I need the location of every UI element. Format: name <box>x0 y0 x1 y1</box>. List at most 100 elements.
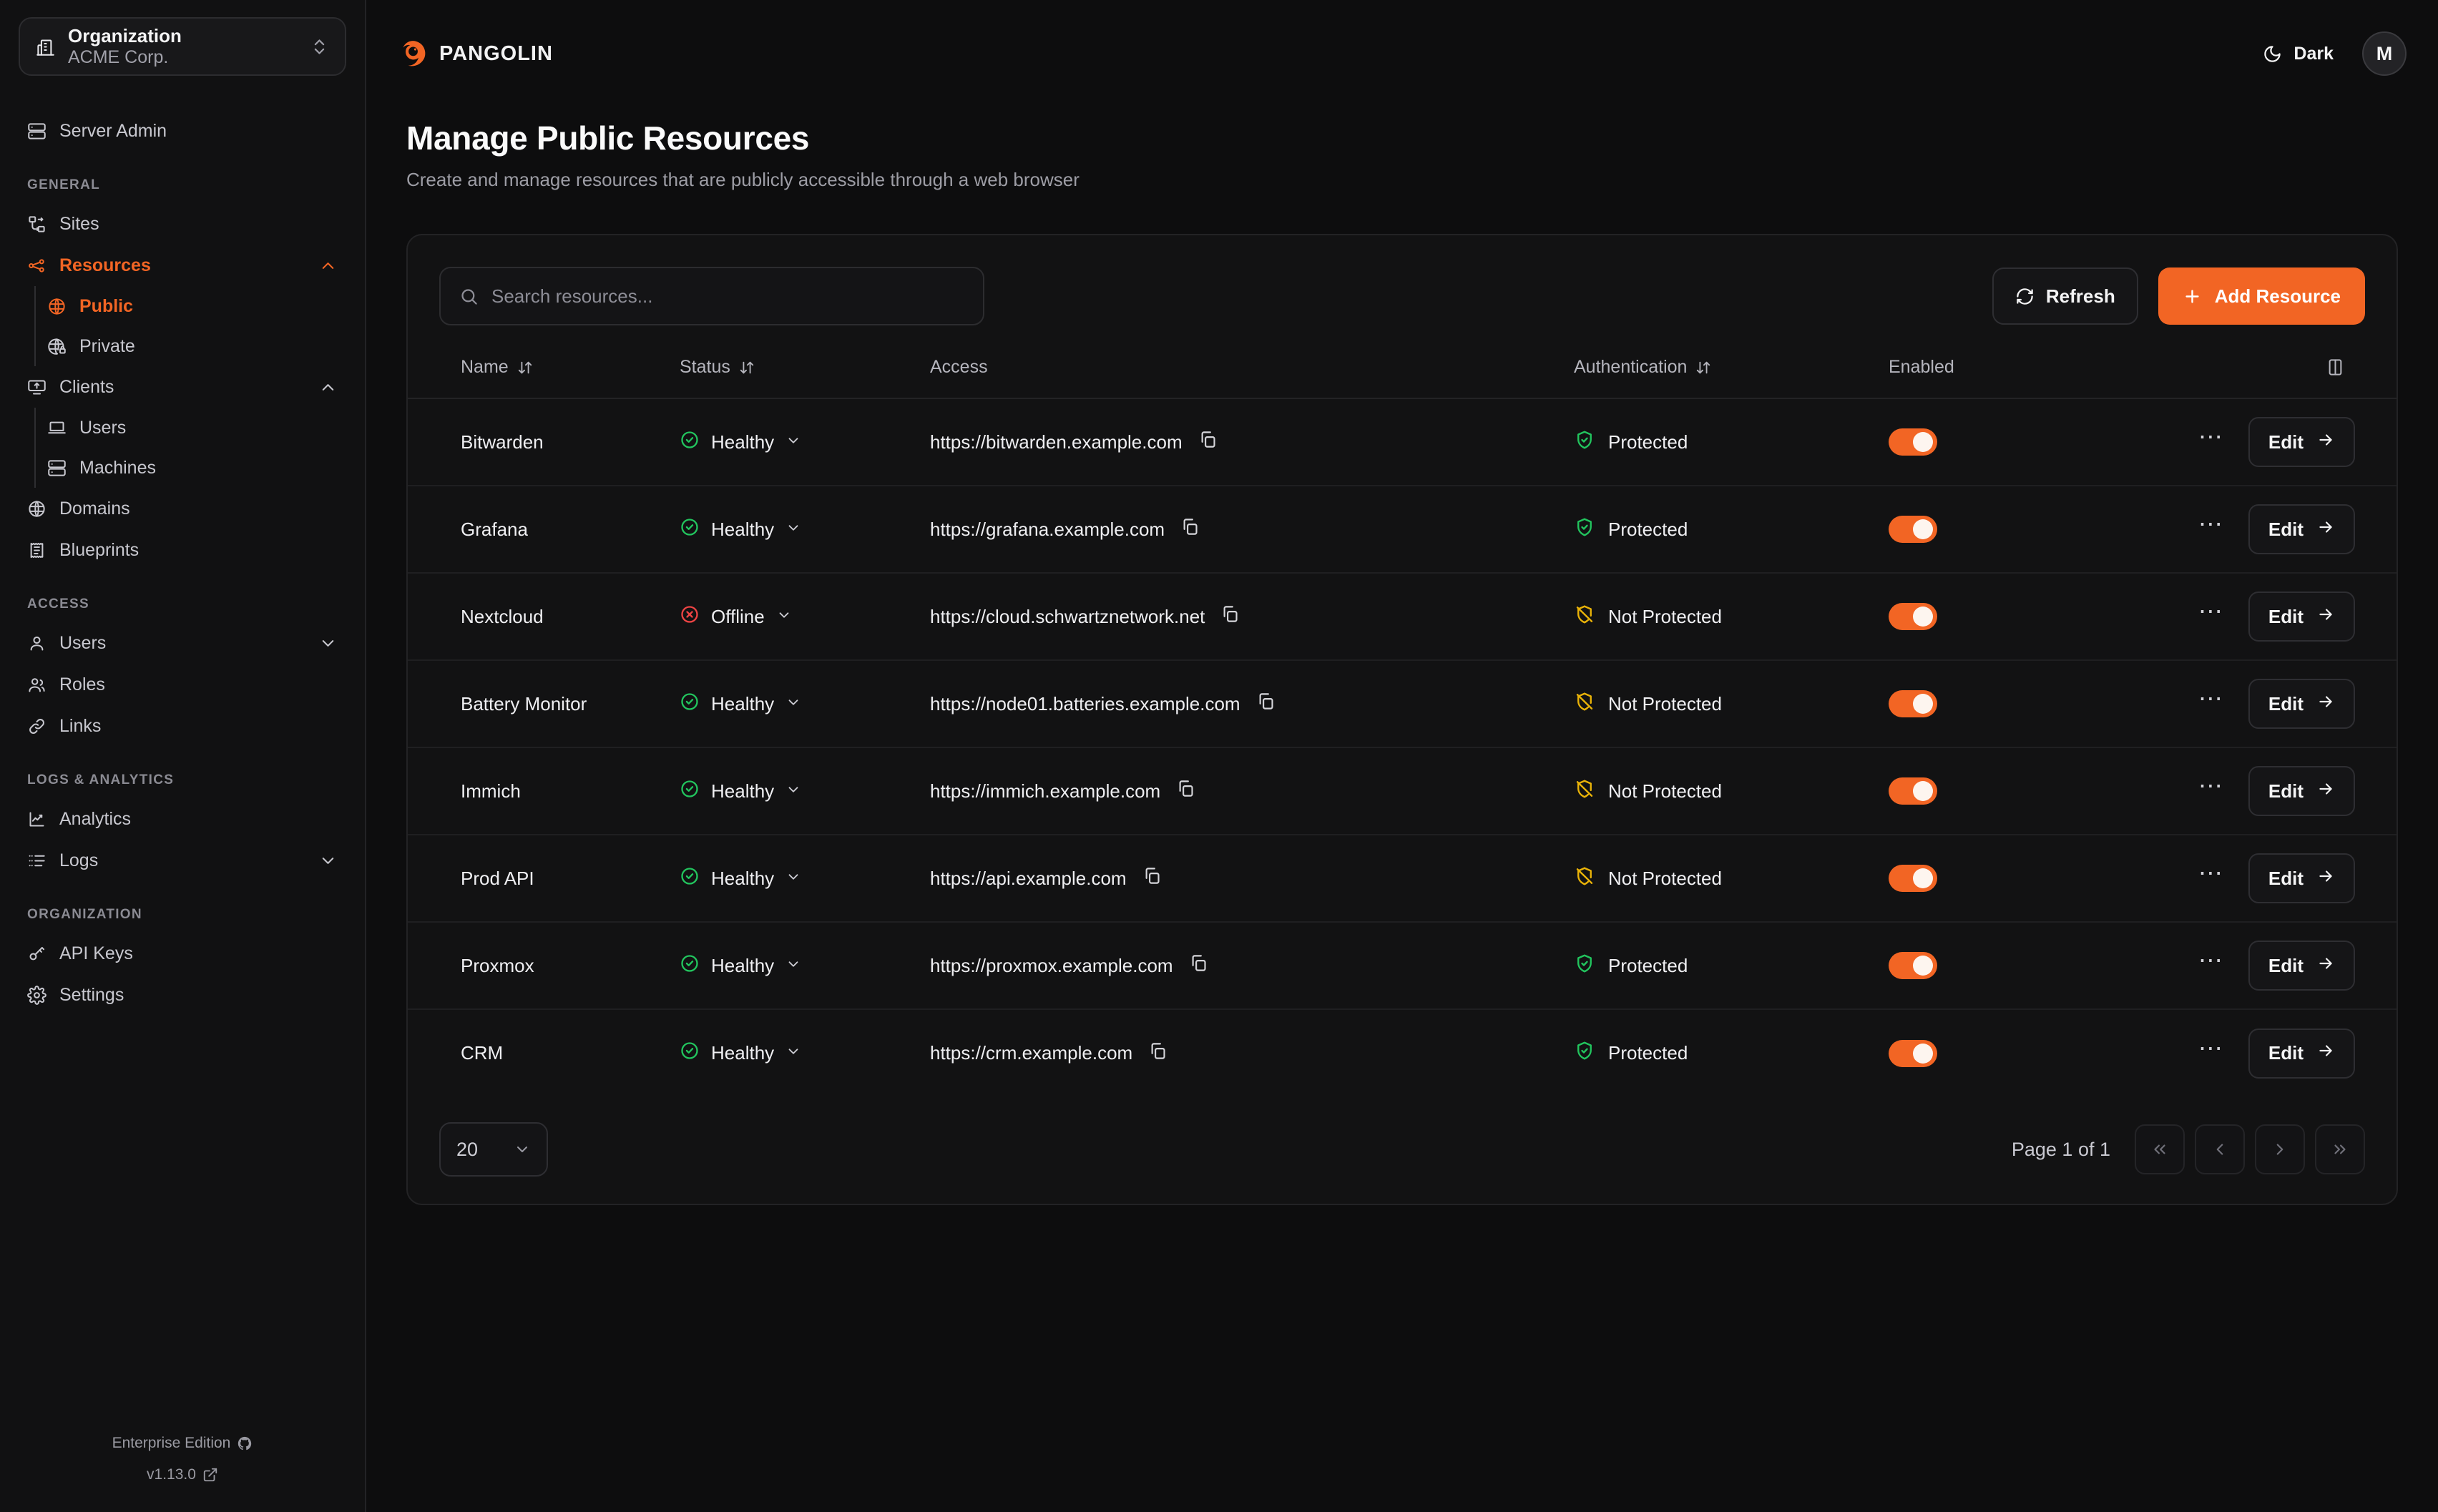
edit-button[interactable]: Edit <box>2248 766 2355 816</box>
page-size-select[interactable]: 20 <box>439 1122 548 1177</box>
chevron-down-icon[interactable] <box>785 519 801 541</box>
sidebar-item-links[interactable]: Links <box>19 705 346 747</box>
copy-icon[interactable] <box>1220 604 1240 629</box>
sidebar-item-api-keys[interactable]: API Keys <box>19 933 346 974</box>
enabled-toggle[interactable] <box>1889 603 1937 630</box>
enabled-toggle[interactable] <box>1889 777 1937 805</box>
chevron-down-icon[interactable] <box>776 606 792 628</box>
chevron-down-icon[interactable] <box>785 1042 801 1064</box>
external-link-icon[interactable] <box>202 1467 218 1483</box>
copy-icon[interactable] <box>1176 779 1195 803</box>
chevron-down-icon[interactable] <box>785 868 801 890</box>
copy-icon[interactable] <box>1189 953 1208 978</box>
edit-button[interactable]: Edit <box>2248 679 2355 729</box>
chevron-up-icon[interactable] <box>318 378 338 396</box>
sidebar-item-logs[interactable]: Logs <box>19 840 346 881</box>
enabled-toggle[interactable] <box>1889 952 1937 979</box>
status-badge[interactable]: Healthy <box>680 692 930 717</box>
access-url[interactable]: https://proxmox.example.com <box>930 954 1173 976</box>
status-badge[interactable]: Healthy <box>680 866 930 891</box>
sidebar-item-server-admin[interactable]: Server Admin <box>19 110 346 152</box>
status-badge[interactable]: Healthy <box>680 430 930 455</box>
chevron-down-icon[interactable] <box>785 693 801 715</box>
first-page-button[interactable] <box>2135 1124 2185 1174</box>
status-badge[interactable]: Healthy <box>680 517 930 542</box>
column-header-name[interactable]: Name <box>408 350 680 399</box>
row-menu-button[interactable]: ⋯ <box>2198 423 2224 451</box>
row-menu-button[interactable]: ⋯ <box>2198 685 2224 712</box>
chevron-down-icon[interactable] <box>785 431 801 453</box>
status-badge[interactable]: Healthy <box>680 779 930 804</box>
table-row[interactable]: Battery Monitor Healthy https://node01.b… <box>408 660 2397 748</box>
access-url[interactable]: https://crm.example.com <box>930 1042 1133 1064</box>
sidebar-item-machines[interactable]: Machines <box>39 448 346 488</box>
access-url[interactable]: https://cloud.schwartznetwork.net <box>930 605 1205 627</box>
theme-toggle[interactable]: Dark <box>2263 44 2334 64</box>
table-row[interactable]: Immich Healthy https://immich.example.co… <box>408 747 2397 835</box>
sidebar-item-clients[interactable]: Clients <box>19 366 346 408</box>
column-header-authentication[interactable]: Authentication <box>1574 350 1889 399</box>
table-row[interactable]: Bitwarden Healthy https://bitwarden.exam… <box>408 398 2397 486</box>
column-header-status[interactable]: Status <box>680 350 930 399</box>
org-switcher[interactable]: Organization ACME Corp. <box>19 17 346 76</box>
brand[interactable]: PANGOLIN <box>398 39 553 69</box>
sidebar-item-users[interactable]: Users <box>39 408 346 448</box>
columns-toggle-icon[interactable] <box>2326 358 2345 377</box>
chevron-up-icon[interactable] <box>318 257 338 274</box>
copy-icon[interactable] <box>1148 1041 1167 1066</box>
access-url[interactable]: https://node01.batteries.example.com <box>930 692 1240 715</box>
table-row[interactable]: Proxmox Healthy https://proxmox.example.… <box>408 922 2397 1010</box>
sidebar-item-roles[interactable]: Roles <box>19 664 346 705</box>
edit-button[interactable]: Edit <box>2248 941 2355 991</box>
copy-icon[interactable] <box>1142 866 1162 890</box>
search-box[interactable] <box>439 267 984 325</box>
edit-button[interactable]: Edit <box>2248 591 2355 642</box>
sidebar-item-analytics[interactable]: Analytics <box>19 798 346 840</box>
enabled-toggle[interactable] <box>1889 865 1937 892</box>
sidebar-item-private[interactable]: Private <box>39 326 346 366</box>
status-badge[interactable]: Offline <box>680 604 930 629</box>
add-resource-button[interactable]: Add Resource <box>2158 267 2365 325</box>
table-row[interactable]: Prod API Healthy https://api.example.com… <box>408 835 2397 923</box>
chevron-down-icon[interactable] <box>785 780 801 802</box>
access-url[interactable]: https://immich.example.com <box>930 780 1161 802</box>
edit-button[interactable]: Edit <box>2248 417 2355 467</box>
next-page-button[interactable] <box>2255 1124 2305 1174</box>
sidebar-item-blueprints[interactable]: Blueprints <box>19 529 346 571</box>
sidebar-item-sites[interactable]: Sites <box>19 203 346 245</box>
enabled-toggle[interactable] <box>1889 516 1937 543</box>
enabled-toggle[interactable] <box>1889 428 1937 456</box>
edit-button[interactable]: Edit <box>2248 853 2355 903</box>
chevron-down-icon[interactable] <box>318 852 338 869</box>
access-url[interactable]: https://grafana.example.com <box>930 518 1165 540</box>
sidebar-item-settings[interactable]: Settings <box>19 974 346 1016</box>
row-menu-button[interactable]: ⋯ <box>2198 1034 2224 1062</box>
search-input[interactable] <box>491 285 964 308</box>
version-row[interactable]: v1.13.0 <box>0 1466 365 1483</box>
row-menu-button[interactable]: ⋯ <box>2198 860 2224 887</box>
row-menu-button[interactable]: ⋯ <box>2198 772 2224 800</box>
table-row[interactable]: Grafana Healthy https://grafana.example.… <box>408 486 2397 574</box>
table-row[interactable]: Nextcloud Offline https://cloud.schwartz… <box>408 573 2397 661</box>
chevron-down-icon[interactable] <box>785 955 801 977</box>
github-icon[interactable] <box>237 1435 253 1451</box>
avatar[interactable]: M <box>2362 31 2407 76</box>
copy-icon[interactable] <box>1180 517 1200 541</box>
status-badge[interactable]: Healthy <box>680 1041 930 1066</box>
row-menu-button[interactable]: ⋯ <box>2198 598 2224 625</box>
sidebar-item-users[interactable]: Users <box>19 622 346 664</box>
access-url[interactable]: https://api.example.com <box>930 867 1127 889</box>
last-page-button[interactable] <box>2315 1124 2365 1174</box>
row-menu-button[interactable]: ⋯ <box>2198 511 2224 538</box>
edit-button[interactable]: Edit <box>2248 504 2355 554</box>
sidebar-item-resources[interactable]: Resources <box>19 245 346 286</box>
previous-page-button[interactable] <box>2195 1124 2245 1174</box>
chevron-down-icon[interactable] <box>318 634 338 652</box>
enabled-toggle[interactable] <box>1889 690 1937 717</box>
row-menu-button[interactable]: ⋯ <box>2198 947 2224 974</box>
table-row[interactable]: CRM Healthy https://crm.example.com Prot… <box>408 1009 2397 1096</box>
status-badge[interactable]: Healthy <box>680 953 930 978</box>
refresh-button[interactable]: Refresh <box>1992 267 2138 325</box>
sidebar-item-domains[interactable]: Domains <box>19 488 346 529</box>
access-url[interactable]: https://bitwarden.example.com <box>930 431 1183 453</box>
